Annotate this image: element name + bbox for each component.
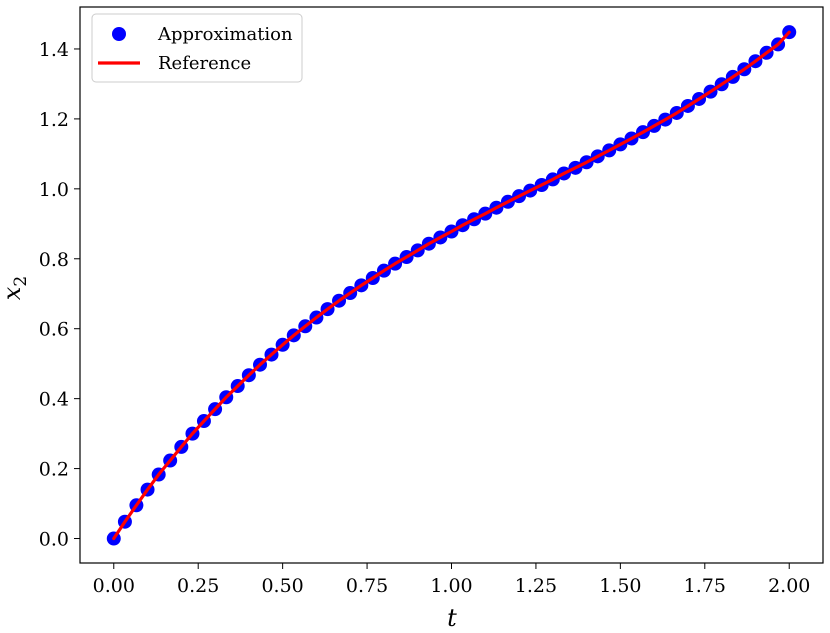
y-axis-label: x2 [0, 276, 31, 300]
reference-line [112, 30, 791, 541]
legend-label-reference: Reference [158, 53, 251, 74]
y-tick-label: 1.4 [39, 39, 69, 61]
x-tick-label: 0.00 [93, 575, 135, 597]
y-tick-label: 0.8 [39, 249, 69, 271]
x-tick-label: 2.00 [768, 575, 810, 597]
x-tick-label: 1.00 [430, 575, 472, 597]
reference-series [112, 30, 791, 541]
y-tick-label: 1.2 [39, 109, 69, 131]
x-tick-label: 1.75 [684, 575, 726, 597]
legend-marker-approximation [112, 27, 126, 41]
x-tick-label: 1.50 [599, 575, 641, 597]
x-tick-label: 0.50 [261, 575, 303, 597]
y-axis-ticks: 0.0 0.2 0.4 0.6 0.8 1.0 1.2 1.4 [39, 39, 80, 551]
x-tick-label: 1.25 [515, 575, 557, 597]
legend-label-approximation: Approximation [157, 24, 293, 45]
legend-box [91, 13, 303, 83]
y-axis-label-main: x [0, 286, 26, 300]
y-tick-label: 1.0 [39, 179, 69, 201]
y-axis-label-subscript: 2 [11, 276, 31, 287]
legend: Approximation Reference [91, 13, 303, 83]
y-tick-label: 0.2 [39, 459, 69, 481]
y-tick-label: 0.6 [39, 319, 69, 341]
plot-area [106, 25, 797, 546]
y-tick-label: 0.0 [39, 529, 69, 551]
x-tick-label: 0.25 [177, 575, 219, 597]
x-axis-label: t [447, 604, 457, 632]
x-tick-label: 0.75 [346, 575, 388, 597]
y-tick-label: 0.4 [39, 389, 69, 411]
x-axis-ticks: 0.00 0.25 0.50 0.75 1.00 1.25 1.50 1.75 2.00 [93, 563, 810, 597]
